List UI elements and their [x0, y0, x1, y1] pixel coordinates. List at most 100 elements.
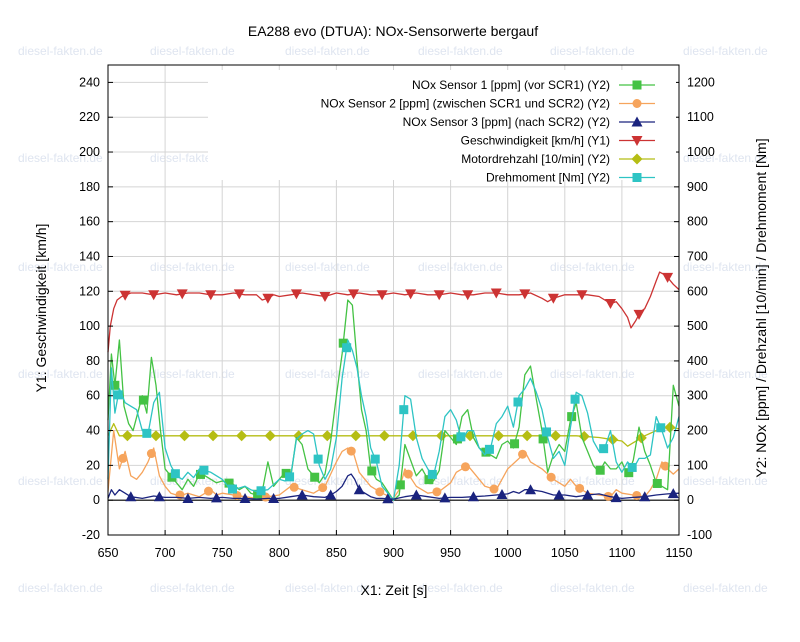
- y1-tick-label: 220: [79, 110, 100, 124]
- data-point: [375, 487, 385, 497]
- data-point: [553, 489, 565, 500]
- data-point: [342, 343, 352, 353]
- y2-tick-label: 400: [687, 354, 708, 368]
- y1-tick-label: 80: [86, 354, 100, 368]
- y1-tick-label: 200: [79, 145, 100, 159]
- data-point: [599, 444, 609, 454]
- watermark-text: diesel-fakten.de: [18, 474, 103, 488]
- data-point: [525, 484, 537, 495]
- y2-tick-label: 1100: [687, 110, 714, 124]
- data-point: [110, 380, 120, 390]
- y2-tick-label: 500: [687, 319, 708, 333]
- watermark-text: diesel-fakten.de: [18, 44, 103, 58]
- data-point: [382, 493, 394, 504]
- data-point: [664, 421, 676, 433]
- data-point: [496, 488, 508, 499]
- data-point: [460, 462, 470, 472]
- data-point: [118, 453, 128, 463]
- series-3: [107, 271, 680, 353]
- y2-tick-label: 1200: [687, 75, 715, 89]
- data-point: [610, 492, 622, 503]
- data-point: [350, 430, 362, 442]
- data-point: [467, 491, 479, 502]
- legend-label: Motordrehzahl [10/min] (Y2): [461, 152, 610, 166]
- data-point: [632, 490, 642, 500]
- data-point: [150, 430, 162, 442]
- chart-title: EA288 evo (DTUA): NOx-Sensorwerte bergau…: [248, 23, 538, 39]
- data-point: [405, 289, 417, 300]
- data-point: [632, 80, 642, 90]
- data-point: [264, 430, 276, 442]
- y2-axis-title: Y2: NOx [ppm] / Drehzahl [10/min] / Dreh…: [753, 138, 769, 477]
- data-point: [325, 489, 337, 500]
- data-point: [148, 290, 160, 301]
- watermark-text: diesel-fakten.de: [150, 260, 235, 274]
- data-point: [378, 430, 390, 442]
- x-axis-title: X1: Zeit [s]: [361, 582, 428, 598]
- watermark-text: diesel-fakten.de: [150, 367, 235, 381]
- data-point: [207, 430, 219, 442]
- x-tick-label: 1000: [494, 546, 522, 560]
- data-point: [631, 136, 643, 146]
- x-tick-label: 650: [98, 546, 119, 560]
- data-point: [462, 290, 474, 301]
- x-tick-label: 950: [440, 546, 461, 560]
- data-point: [424, 475, 434, 485]
- x-tick-label: 1050: [551, 546, 579, 560]
- legend-label: NOx Sensor 3 [ppm] (nach SCR2) (Y2): [403, 115, 610, 129]
- watermark-text: diesel-fakten.de: [418, 367, 503, 381]
- data-point: [662, 272, 674, 283]
- data-point: [146, 449, 156, 459]
- y2-tick-label: 600: [687, 284, 708, 298]
- x-tick-label: 700: [155, 546, 176, 560]
- data-point: [289, 482, 299, 492]
- data-point: [490, 288, 502, 299]
- data-point: [318, 483, 328, 493]
- data-point: [142, 428, 152, 438]
- data-point: [410, 489, 422, 500]
- watermark-text: diesel-fakten.de: [683, 474, 768, 488]
- legend-label: NOx Sensor 1 [ppm] (vor SCR1) (Y2): [412, 78, 610, 92]
- watermark-text: diesel-fakten.de: [285, 581, 370, 595]
- y1-tick-label: 40: [86, 424, 100, 438]
- data-point: [338, 338, 348, 348]
- legend-label: Drehmoment [Nm] (Y2): [486, 171, 610, 185]
- data-point: [319, 292, 331, 303]
- data-point: [125, 491, 137, 502]
- data-point: [538, 434, 548, 444]
- data-point: [153, 491, 165, 502]
- watermark-text: diesel-fakten.de: [418, 581, 503, 595]
- data-point: [399, 405, 409, 415]
- legend-background: [208, 70, 676, 180]
- legend: NOx Sensor 1 [ppm] (vor SCR1) (Y2) NOx Se…: [208, 70, 676, 185]
- watermark-text: diesel-fakten.de: [683, 151, 768, 165]
- data-point: [439, 492, 451, 503]
- data-point: [660, 461, 670, 471]
- y2-tick-label: 0: [687, 493, 694, 507]
- plot-frame: [107, 64, 680, 536]
- watermark-text: diesel-fakten.de: [18, 367, 103, 381]
- data-point: [570, 394, 580, 404]
- data-point: [546, 472, 556, 482]
- data-point: [510, 439, 520, 449]
- y1-tick-label: 240: [79, 75, 100, 89]
- watermark-text: diesel-fakten.de: [683, 44, 768, 58]
- data-point: [484, 444, 494, 454]
- data-point: [632, 173, 642, 182]
- x-tick-label: 1150: [666, 546, 693, 560]
- watermark-text: diesel-fakten.de: [18, 260, 103, 274]
- data-point: [576, 290, 588, 301]
- data-point: [224, 478, 234, 488]
- data-point: [233, 289, 245, 300]
- x-tick-label: 900: [383, 546, 404, 560]
- data-point: [513, 397, 523, 407]
- series-line: [107, 339, 680, 501]
- data-point: [624, 468, 634, 478]
- y1-tick-label: 120: [79, 284, 100, 298]
- data-point: [582, 489, 594, 500]
- data-point: [203, 486, 213, 496]
- y1-tick-label: -20: [82, 528, 100, 542]
- series-line: [107, 299, 680, 501]
- data-point: [321, 430, 333, 442]
- data-point: [296, 489, 308, 500]
